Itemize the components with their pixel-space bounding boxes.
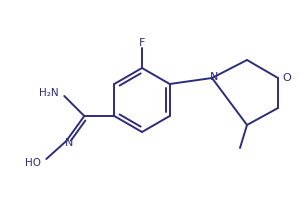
Text: N: N bbox=[65, 138, 74, 148]
Text: O: O bbox=[283, 73, 291, 83]
Text: H₂N: H₂N bbox=[39, 88, 59, 98]
Text: HO: HO bbox=[25, 158, 41, 168]
Text: N: N bbox=[210, 72, 218, 82]
Text: F: F bbox=[139, 38, 145, 48]
